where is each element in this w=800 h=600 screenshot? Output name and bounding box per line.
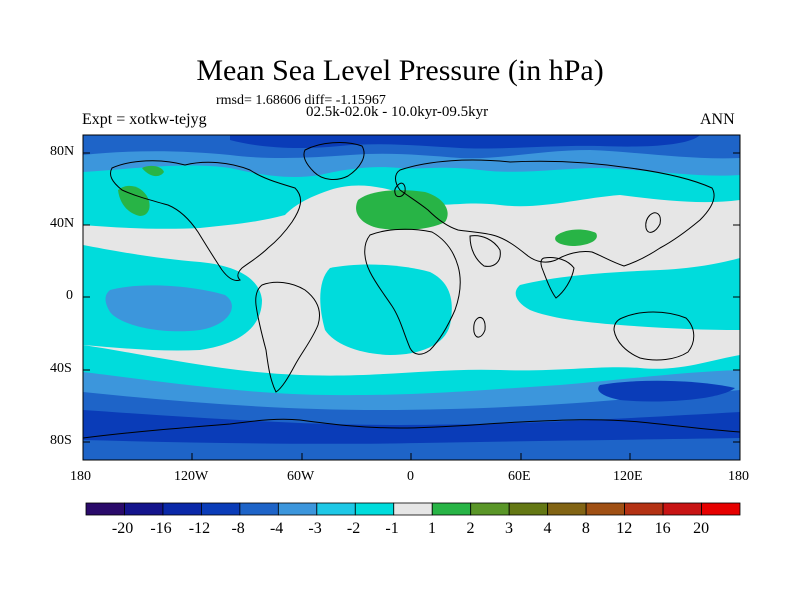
coast-africa <box>364 228 461 355</box>
colorbar-label: -2 <box>346 520 361 537</box>
colorbar-box <box>124 502 164 516</box>
season-label: ANN <box>700 111 735 128</box>
coast-greenland <box>303 142 365 180</box>
lat-label-0: 0 <box>66 288 73 303</box>
colorbar-label: 12 <box>616 520 633 537</box>
lat-label-40n: 40N <box>50 216 75 231</box>
colorbar-label: -16 <box>150 520 172 537</box>
colorbar-box <box>354 502 395 516</box>
colorbar-label: 8 <box>581 520 590 537</box>
colorbar-label: 20 <box>693 520 710 537</box>
colorbar-box <box>701 502 741 516</box>
field-europe-green <box>356 190 448 230</box>
colorbar-box <box>508 502 549 516</box>
colorbar-label: -3 <box>308 520 322 537</box>
colorbar-label: 1 <box>428 520 437 537</box>
coast-uk <box>394 182 406 198</box>
field-pacific-lightblue <box>105 285 232 332</box>
coastlines <box>83 142 740 439</box>
stats-label: rmsd= 1.68606 diff= -1.15967 <box>216 93 386 108</box>
colorbar-box <box>239 502 279 516</box>
colorbar-box <box>162 502 202 516</box>
field-alaska-green <box>118 185 150 216</box>
colorbar-box <box>431 502 472 516</box>
coast-south-america <box>255 281 320 393</box>
colorbar-box <box>393 502 433 516</box>
period-label: 02.5k-02.0k - 10.0kyr-09.5kyr <box>306 104 489 120</box>
coast-japan <box>645 212 661 233</box>
colorbar-label: 4 <box>543 520 552 537</box>
colorbar-label: 3 <box>504 520 513 537</box>
coast-india <box>540 257 575 299</box>
colorbar-label: -1 <box>385 520 399 537</box>
coast-antarctica <box>83 418 740 439</box>
coast-eurasia <box>395 159 715 267</box>
colorbar-box <box>85 502 125 516</box>
lon-label-60w: 60W <box>287 469 315 484</box>
colorbar-box <box>316 502 356 516</box>
field-indian-cyan <box>515 258 740 330</box>
lon-label-120e: 120E <box>613 469 643 484</box>
lat-label-80s: 80S <box>50 433 72 448</box>
colorbar-box <box>277 502 318 516</box>
lon-label-180e: 180 <box>728 469 749 484</box>
colorbar-box <box>624 502 664 516</box>
lon-label-0: 0 <box>407 469 414 484</box>
field-southern-dark-patch <box>598 380 735 402</box>
lat-label-80n: 80N <box>50 144 75 159</box>
lat-label-40s: 40S <box>50 361 72 376</box>
coast-australia <box>613 311 695 361</box>
plot-title: Mean Sea Level Pressure (in hPa) <box>196 54 604 87</box>
colorbar-label: -4 <box>269 520 284 537</box>
field-southern-blue-inner <box>83 438 740 460</box>
field-north-darkblue <box>230 135 700 149</box>
lon-label-120w: 120W <box>174 469 209 484</box>
experiment-label: Expt = xotkw-tejyg <box>82 111 207 128</box>
colorbar-label: 16 <box>654 520 671 537</box>
colorbar-box <box>585 502 625 516</box>
field-arctic-green <box>142 165 164 177</box>
colorbar-box <box>547 502 587 516</box>
coast-madagascar <box>473 317 486 338</box>
field-atlantic-cyan <box>320 264 452 355</box>
coast-arabia <box>469 235 501 267</box>
colorbar-label: 2 <box>466 520 475 537</box>
axis-ticks <box>83 152 740 460</box>
colorbar-box <box>201 502 241 516</box>
lon-label-180w: 180 <box>70 469 91 484</box>
colorbar-box <box>662 502 702 516</box>
colorbar-label: -8 <box>231 520 245 537</box>
colorbar-box <box>470 502 510 516</box>
coast-north-america <box>109 160 302 281</box>
colorbar-label: -20 <box>111 520 134 537</box>
lon-label-60e: 60E <box>508 469 531 484</box>
colorbar-label: -12 <box>188 520 211 537</box>
field-asia-green <box>555 229 597 246</box>
